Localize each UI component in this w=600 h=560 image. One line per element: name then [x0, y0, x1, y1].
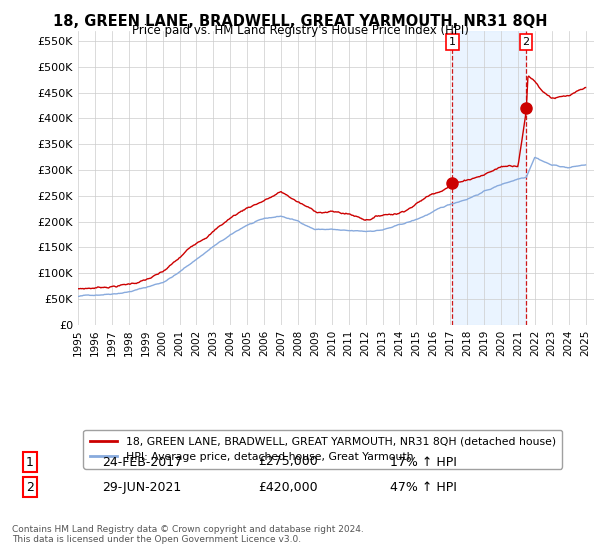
Text: 24-FEB-2017: 24-FEB-2017 — [102, 455, 182, 469]
Legend: 18, GREEN LANE, BRADWELL, GREAT YARMOUTH, NR31 8QH (detached house), HPI: Averag: 18, GREEN LANE, BRADWELL, GREAT YARMOUTH… — [83, 430, 562, 469]
Bar — [452, 31, 526, 325]
Text: 17% ↑ HPI: 17% ↑ HPI — [390, 455, 457, 469]
Text: 2: 2 — [26, 480, 34, 494]
Text: 1: 1 — [26, 455, 34, 469]
Text: 2: 2 — [523, 37, 530, 47]
Text: £275,000: £275,000 — [258, 455, 318, 469]
Text: 47% ↑ HPI: 47% ↑ HPI — [390, 480, 457, 494]
Text: 29-JUN-2021: 29-JUN-2021 — [102, 480, 181, 494]
Text: Contains HM Land Registry data © Crown copyright and database right 2024.
This d: Contains HM Land Registry data © Crown c… — [12, 525, 364, 544]
Text: Price paid vs. HM Land Registry's House Price Index (HPI): Price paid vs. HM Land Registry's House … — [131, 24, 469, 37]
Text: £420,000: £420,000 — [258, 480, 317, 494]
Text: 18, GREEN LANE, BRADWELL, GREAT YARMOUTH, NR31 8QH: 18, GREEN LANE, BRADWELL, GREAT YARMOUTH… — [53, 14, 547, 29]
Text: 1: 1 — [449, 37, 456, 47]
